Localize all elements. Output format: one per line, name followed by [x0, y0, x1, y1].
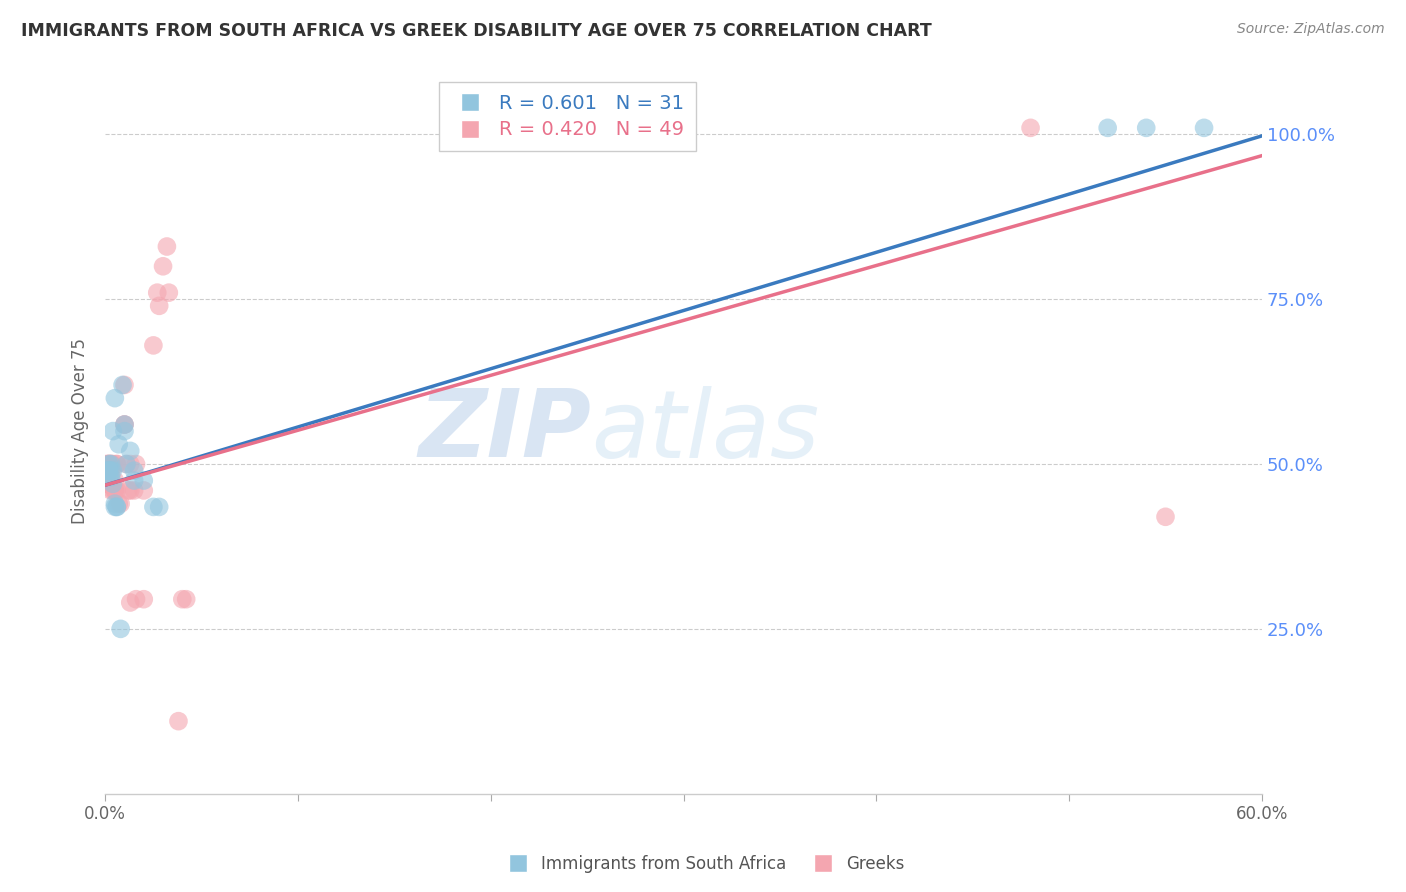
Point: [132, 474, 155, 488]
Point: [100, 470, 122, 484]
Point: [1019, 120, 1042, 135]
Point: [142, 338, 165, 352]
Point: [142, 500, 165, 514]
Point: [100, 464, 122, 478]
Point: [107, 437, 129, 451]
Point: [1154, 509, 1177, 524]
Point: [120, 443, 142, 458]
Point: [125, 457, 148, 471]
Point: [100, 470, 122, 484]
Point: [98, 457, 121, 471]
Point: [1135, 120, 1157, 135]
Point: [101, 483, 124, 498]
Point: [101, 457, 124, 471]
Point: [105, 483, 128, 498]
Point: [98, 457, 121, 471]
Point: [104, 391, 127, 405]
Point: [100, 483, 122, 498]
Point: [111, 378, 134, 392]
Point: [174, 592, 197, 607]
Point: [114, 378, 136, 392]
Point: [120, 483, 142, 498]
Point: [96, 464, 118, 478]
Point: [172, 592, 194, 607]
Point: [115, 457, 138, 471]
Point: [98, 476, 121, 491]
Y-axis label: Disability Age Over 75: Disability Age Over 75: [72, 338, 89, 524]
Point: [125, 592, 148, 607]
Point: [110, 497, 132, 511]
Point: [114, 417, 136, 432]
Point: [122, 464, 145, 478]
Point: [107, 497, 129, 511]
Point: [146, 285, 169, 300]
Text: IMMIGRANTS FROM SOUTH AFRICA VS GREEK DISABILITY AGE OVER 75 CORRELATION CHART: IMMIGRANTS FROM SOUTH AFRICA VS GREEK DI…: [21, 22, 932, 40]
Point: [132, 483, 155, 498]
Point: [98, 464, 121, 478]
Legend: R = 0.601   N = 31, R = 0.420   N = 49: R = 0.601 N = 31, R = 0.420 N = 49: [439, 82, 696, 151]
Point: [104, 474, 127, 488]
Point: [152, 260, 174, 274]
Point: [100, 457, 122, 471]
Point: [104, 483, 127, 498]
Point: [120, 457, 142, 471]
Point: [98, 464, 121, 478]
Point: [156, 239, 179, 253]
Point: [98, 464, 121, 478]
Point: [1097, 120, 1119, 135]
Point: [114, 417, 136, 432]
Point: [96, 457, 118, 471]
Point: [100, 457, 122, 471]
Text: Source: ZipAtlas.com: Source: ZipAtlas.com: [1237, 22, 1385, 37]
Point: [96, 457, 118, 471]
Point: [96, 476, 118, 491]
Point: [110, 622, 132, 636]
Point: [96, 464, 118, 478]
Point: [105, 457, 128, 471]
Point: [1192, 120, 1215, 135]
Point: [157, 285, 180, 300]
Point: [98, 464, 121, 478]
Point: [114, 417, 136, 432]
Point: [132, 592, 155, 607]
Point: [122, 483, 145, 498]
Point: [120, 595, 142, 609]
Point: [148, 299, 170, 313]
Point: [122, 474, 145, 488]
Point: [100, 457, 122, 471]
Point: [115, 457, 138, 471]
Point: [101, 464, 124, 478]
Point: [104, 483, 127, 498]
Point: [167, 714, 190, 728]
Text: ZIP: ZIP: [418, 385, 591, 477]
Text: atlas: atlas: [591, 385, 820, 476]
Point: [104, 497, 127, 511]
Point: [101, 476, 124, 491]
Point: [117, 483, 139, 498]
Point: [98, 464, 121, 478]
Point: [96, 476, 118, 491]
Point: [105, 500, 128, 514]
Point: [96, 464, 118, 478]
Point: [114, 424, 136, 438]
Point: [148, 500, 170, 514]
Point: [101, 424, 124, 438]
Point: [104, 500, 127, 514]
Legend: Immigrants from South Africa, Greeks: Immigrants from South Africa, Greeks: [495, 848, 911, 880]
Point: [98, 457, 121, 471]
Point: [105, 457, 128, 471]
Point: [105, 500, 128, 514]
